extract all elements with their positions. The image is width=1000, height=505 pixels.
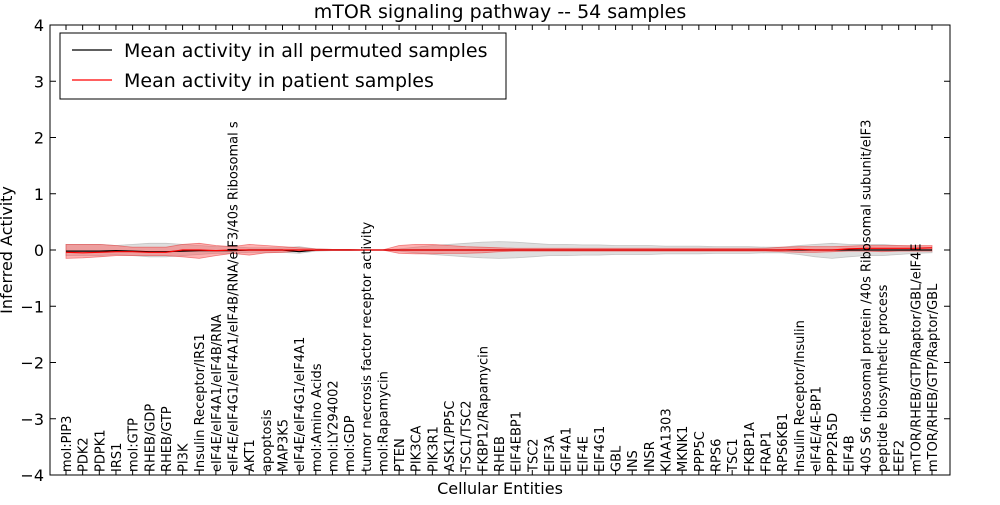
x-tick-label: 40S S6 ribosomal protein /40s Ribosomal … (859, 120, 874, 472)
x-tick-label: EIF4G1 (593, 426, 608, 472)
legend-frame (59, 32, 507, 100)
x-tick-label: TSC1/TSC2 (460, 401, 475, 473)
x-tick-label: FRAP1 (759, 431, 774, 472)
x-tick-label: RHEB (493, 436, 508, 472)
x-axis-label: Cellular Entities (437, 479, 563, 498)
x-tick-label: MAP3K5 (277, 419, 292, 472)
x-tick-label: mol:Amino Acids (310, 363, 325, 472)
x-tick-label: TSC2 (526, 438, 541, 473)
series-lines-group (65, 247, 933, 254)
x-tick-label: mol:Rapamycin (376, 371, 391, 472)
legend-label-permuted: Mean activity in all permuted samples (124, 40, 487, 62)
x-tick-label: tumor necrosis factor receptor activity (360, 221, 375, 472)
y-tick-label: −1 (20, 297, 44, 316)
y-tick-label: 3 (34, 72, 44, 91)
x-tick-label: INSR (643, 441, 658, 472)
y-axis: −4 −3 −2 −1 0 1 2 3 4 (20, 16, 950, 485)
x-tick-label: eIF4E/eIF4A1/eIF4B/RNA (210, 314, 225, 472)
y-tick-label: −3 (20, 410, 44, 429)
x-tick-label: EIF3A (543, 435, 558, 472)
chart-title: mTOR signaling pathway -- 54 samples (314, 1, 687, 23)
x-tick-label: mol:GDP (343, 415, 358, 472)
x-tick-label: IRS1 (110, 443, 125, 472)
x-tick-label: INS (626, 450, 641, 472)
y-tick-label: 0 (34, 241, 44, 260)
legend: Mean activity in all permuted samples Me… (59, 32, 507, 100)
legend-label-patient: Mean activity in patient samples (124, 70, 434, 92)
x-tick-label: mTOR/RHEB/GTP/Raptor/GBL/eIF4E (909, 244, 924, 473)
x-tick-label: PDK2 (77, 437, 92, 472)
x-tick-label: KIAA1303 (660, 408, 675, 472)
x-tick-label: PTEN (393, 438, 408, 472)
x-tick-label: PIK3R1 (426, 426, 441, 472)
x-tick-label: RHEB/GTP (160, 406, 175, 472)
x-tick-label: EEF2 (893, 440, 908, 472)
x-tick-label: PPP5C (693, 431, 708, 472)
x-tick-label: RHEB/GDP (143, 404, 158, 472)
y-axis-label: Inferred Activity (0, 186, 16, 314)
x-tick-label: eIF4E/4E-BP1 (809, 386, 824, 472)
y-tick-label: −4 (20, 466, 44, 485)
x-tick-label: MKNK1 (676, 426, 691, 472)
x-tick-label: EIF4EBP1 (510, 411, 525, 472)
x-tick-label: EIF4B (843, 435, 858, 472)
x-tick-label: AKT1 (243, 439, 258, 472)
x-tick-label: Insulin Receptor/IRS1 (193, 333, 208, 472)
x-tick-label: RPS6 (710, 439, 725, 472)
x-tick-label: FKBP12/Rapamycin (476, 346, 491, 472)
x-tick-label: mol:LY294002 (326, 380, 341, 472)
x-tick-label: mol:GTP (127, 418, 142, 472)
y-tick-label: 2 (34, 129, 44, 148)
x-tick-label: mTOR/RHEB/GTP/Raptor/GBL (926, 283, 941, 472)
x-tick-label: EIF4E (576, 436, 591, 472)
x-tick-label: ASK1/PP5C (443, 401, 458, 472)
y-tick-label: −2 (20, 354, 44, 373)
x-tick-label: PIK3CA (410, 425, 425, 472)
x-tick-label: PPP2R5D (826, 413, 841, 472)
x-axis: mol:PIP3 PDK2 PDPK1 IRS1 mol:GTP RHEB/GDP RHEB… (60, 25, 941, 475)
x-tick-label: Insulin Receptor/Insulin (793, 320, 808, 472)
x-tick-label: eIF4E/eIF4G1/eIF4A1/eIF4B/RNA/eIF3/40s R… (227, 121, 242, 472)
x-tick-label: RPS6KB1 (776, 413, 791, 472)
x-tick-label: FKBP1A (743, 422, 758, 472)
series-line-patient (65, 247, 933, 254)
x-tick-label: mol:PIP3 (60, 416, 75, 472)
x-tick-label: eIF4E/eIF4G1/eIF4A1 (293, 337, 308, 472)
x-tick-label: PI3K (177, 443, 192, 472)
x-tick-label: PDPK1 (93, 430, 108, 473)
x-tick-label: apoptosis (260, 409, 275, 472)
y-tick-label: 1 (34, 185, 44, 204)
x-tick-label: EIF4A1 (560, 427, 575, 472)
y-tick-label: 4 (34, 16, 44, 35)
x-tick-label: peptide biosynthetic process (876, 284, 891, 472)
x-tick-label: GBL (610, 445, 625, 472)
x-tick-label: TSC1 (726, 438, 741, 473)
